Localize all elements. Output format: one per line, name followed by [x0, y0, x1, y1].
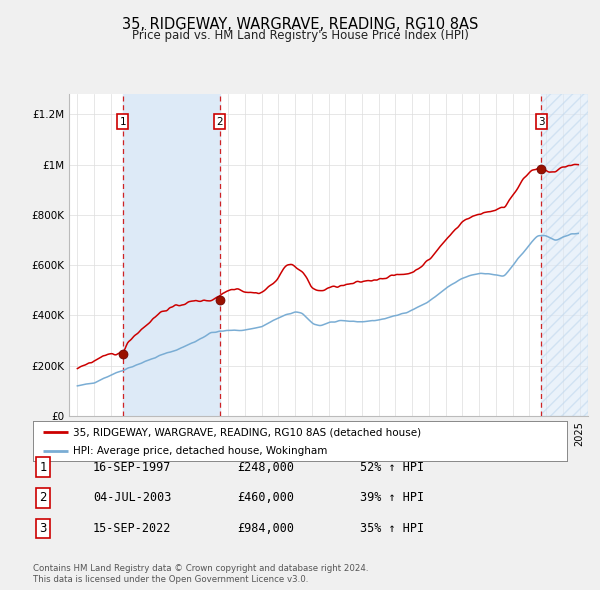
Text: 1: 1: [119, 117, 126, 127]
Text: Contains HM Land Registry data © Crown copyright and database right 2024.: Contains HM Land Registry data © Crown c…: [33, 565, 368, 573]
Bar: [123, 94, 220, 416]
Text: 16-SEP-1997: 16-SEP-1997: [93, 461, 172, 474]
Text: £460,000: £460,000: [237, 491, 294, 504]
Text: HPI: Average price, detached house, Wokingham: HPI: Average price, detached house, Woki…: [73, 445, 328, 455]
Text: 39% ↑ HPI: 39% ↑ HPI: [360, 491, 424, 504]
Text: Price paid vs. HM Land Registry's House Price Index (HPI): Price paid vs. HM Land Registry's House …: [131, 30, 469, 42]
Text: 35% ↑ HPI: 35% ↑ HPI: [360, 522, 424, 535]
Text: 3: 3: [40, 522, 47, 535]
Text: 35, RIDGEWAY, WARGRAVE, READING, RG10 8AS: 35, RIDGEWAY, WARGRAVE, READING, RG10 8A…: [122, 17, 478, 31]
Text: 3: 3: [538, 117, 545, 127]
Text: 35, RIDGEWAY, WARGRAVE, READING, RG10 8AS (detached house): 35, RIDGEWAY, WARGRAVE, READING, RG10 8A…: [73, 427, 421, 437]
Text: 1: 1: [40, 461, 47, 474]
Text: 2: 2: [40, 491, 47, 504]
Text: £248,000: £248,000: [237, 461, 294, 474]
Text: This data is licensed under the Open Government Licence v3.0.: This data is licensed under the Open Gov…: [33, 575, 308, 584]
Bar: [541, 94, 588, 416]
Text: £984,000: £984,000: [237, 522, 294, 535]
Text: 15-SEP-2022: 15-SEP-2022: [93, 522, 172, 535]
Text: 04-JUL-2003: 04-JUL-2003: [93, 491, 172, 504]
Text: 2: 2: [217, 117, 223, 127]
Text: 52% ↑ HPI: 52% ↑ HPI: [360, 461, 424, 474]
